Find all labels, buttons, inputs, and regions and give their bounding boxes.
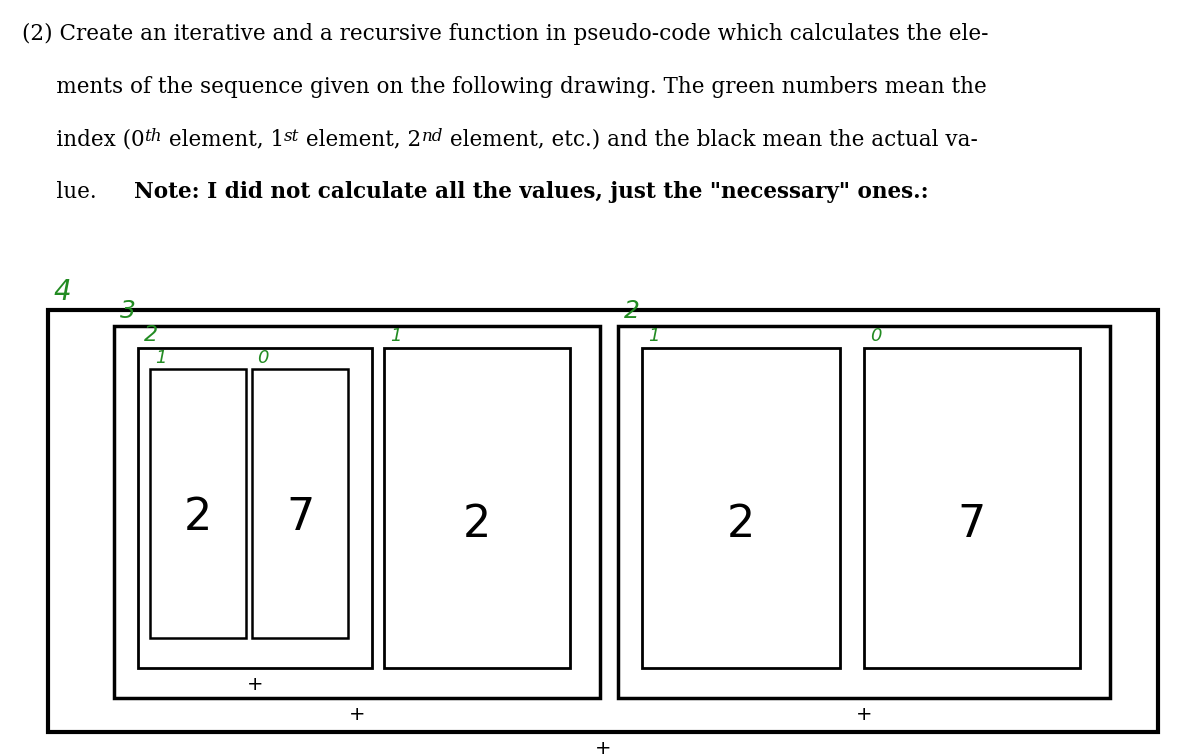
Text: +: + bbox=[856, 705, 872, 725]
Text: 2: 2 bbox=[144, 325, 158, 345]
Bar bbox=[618, 326, 1110, 698]
Text: nd: nd bbox=[421, 128, 443, 146]
Text: 0: 0 bbox=[870, 327, 882, 345]
Text: 7: 7 bbox=[958, 503, 986, 546]
Text: 1: 1 bbox=[155, 349, 167, 367]
Bar bbox=[48, 310, 1158, 732]
Bar bbox=[384, 348, 570, 668]
Text: +: + bbox=[247, 675, 263, 695]
Text: element, 1: element, 1 bbox=[162, 128, 284, 150]
Text: +: + bbox=[349, 705, 365, 725]
Text: 2: 2 bbox=[463, 503, 491, 546]
Text: index (0: index (0 bbox=[22, 128, 144, 150]
Text: 2: 2 bbox=[184, 495, 212, 538]
Bar bbox=[252, 369, 348, 638]
Text: 1: 1 bbox=[648, 327, 660, 345]
Text: (2) Create an iterative and a recursive function in pseudo-code which calculates: (2) Create an iterative and a recursive … bbox=[22, 23, 988, 45]
Text: 3: 3 bbox=[120, 299, 136, 323]
Text: 7: 7 bbox=[286, 495, 314, 538]
Text: Note: I did not calculate all the values, just the "necessary" ones.:: Note: I did not calculate all the values… bbox=[134, 181, 929, 203]
Text: +: + bbox=[595, 739, 611, 755]
Text: lue.: lue. bbox=[22, 181, 103, 203]
Text: element, 2: element, 2 bbox=[299, 128, 421, 150]
Bar bbox=[150, 369, 246, 638]
Text: element, etc.) and the black mean the actual va-: element, etc.) and the black mean the ac… bbox=[443, 128, 978, 150]
Text: th: th bbox=[144, 128, 162, 146]
Text: 1: 1 bbox=[390, 327, 402, 345]
Bar bbox=[114, 326, 600, 698]
Text: 4: 4 bbox=[54, 278, 72, 306]
Bar bbox=[138, 348, 372, 668]
Text: 0: 0 bbox=[257, 349, 269, 367]
Text: 2: 2 bbox=[727, 503, 755, 546]
Text: 2: 2 bbox=[624, 299, 640, 323]
Bar bbox=[642, 348, 840, 668]
Text: ments of the sequence given on the following drawing. The green numbers mean the: ments of the sequence given on the follo… bbox=[22, 76, 986, 97]
Bar bbox=[864, 348, 1080, 668]
Text: st: st bbox=[284, 128, 299, 146]
